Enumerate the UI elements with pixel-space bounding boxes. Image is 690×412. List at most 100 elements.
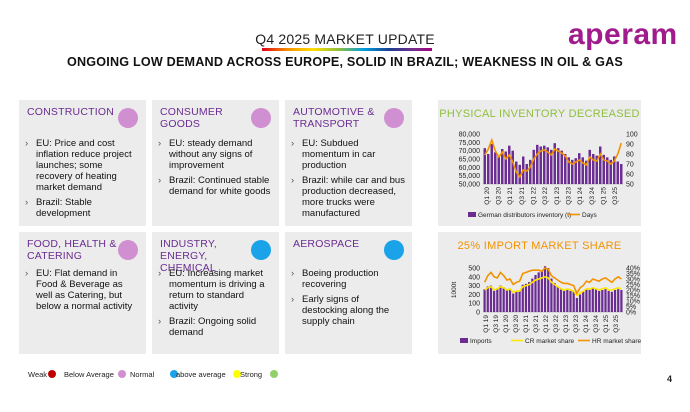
y-tick-label-left: 100 bbox=[468, 301, 480, 308]
series-line bbox=[483, 267, 622, 296]
bar bbox=[604, 289, 607, 312]
bullet-text: EU: Flat demand in Food & Beverage as we… bbox=[36, 268, 133, 312]
y-tick-label-right: 40% bbox=[626, 266, 640, 273]
bar bbox=[575, 297, 578, 312]
y-tick-label-left: 70,000 bbox=[459, 148, 481, 155]
x-tick-label: Q3 20 bbox=[513, 315, 520, 333]
bar bbox=[511, 150, 514, 184]
bar bbox=[501, 149, 504, 184]
bar bbox=[529, 159, 532, 184]
bullet-item: › Boeing production recovering bbox=[291, 268, 379, 290]
bar bbox=[601, 290, 604, 312]
legend-dot bbox=[118, 370, 126, 378]
x-tick-label: Q1 20 bbox=[503, 315, 510, 333]
bar bbox=[585, 160, 588, 184]
status-dot bbox=[384, 108, 404, 128]
bar bbox=[588, 149, 591, 184]
bar bbox=[585, 289, 588, 312]
bar bbox=[553, 143, 556, 184]
x-tick-label: Q1 23 bbox=[554, 187, 561, 205]
bullet-text: Boeing production recovering bbox=[302, 268, 379, 290]
bar bbox=[493, 290, 496, 312]
x-tick-label: Q3 24 bbox=[593, 315, 600, 333]
bullet-text: EU: Price and cost inflation reduce proj… bbox=[36, 138, 132, 193]
bar bbox=[566, 290, 569, 312]
bullet-text: Early signs of destocking along the supp… bbox=[302, 294, 390, 327]
x-tick-label: Q1 19 bbox=[483, 315, 490, 333]
y-tick-label-right: 25% bbox=[626, 282, 640, 289]
x-tick-label: Q1 21 bbox=[507, 187, 514, 205]
bar bbox=[540, 270, 543, 312]
bullet-item: › Brazil: Stable development bbox=[25, 197, 92, 219]
bar bbox=[582, 291, 585, 312]
bar bbox=[578, 153, 581, 184]
bar bbox=[556, 286, 559, 312]
bar bbox=[483, 289, 486, 312]
legend-dot bbox=[233, 370, 241, 378]
bar bbox=[499, 285, 502, 312]
bar bbox=[486, 286, 489, 312]
x-tick-label: Q3 22 bbox=[542, 187, 549, 205]
status-dot bbox=[384, 240, 404, 260]
x-tick-label: Q1 25 bbox=[601, 187, 608, 205]
bullet-item: › Brazil: Ongoing solid demand bbox=[158, 316, 257, 338]
bullet-item: › EU: Flat demand in Food & Beverage as w… bbox=[25, 268, 133, 312]
bar bbox=[572, 291, 575, 312]
bar bbox=[620, 164, 623, 184]
sector-title: INDUSTRY, ENERGY, CHEMICAL bbox=[160, 238, 217, 274]
bar bbox=[550, 278, 553, 312]
y-tick-label-right: 0% bbox=[626, 310, 636, 317]
series-line bbox=[484, 275, 622, 297]
bar bbox=[560, 150, 563, 184]
legend-entry: Days bbox=[582, 212, 598, 219]
bar bbox=[578, 294, 582, 312]
x-tick-label: Q1 21 bbox=[523, 315, 530, 333]
y-axis-label: 1000t bbox=[451, 282, 458, 298]
bar bbox=[518, 290, 521, 312]
status-legend: Weak Below Average Normal above average Stro… bbox=[0, 370, 690, 382]
legend-label: Weak bbox=[28, 370, 48, 379]
bar bbox=[490, 144, 493, 184]
y-tick-label-right: 20% bbox=[626, 288, 640, 295]
x-tick-label: Q1 22 bbox=[531, 187, 538, 205]
bar bbox=[532, 149, 535, 184]
bullet-item: › EU: steady demand without any signs of … bbox=[158, 138, 253, 171]
sector-title: AEROSPACE bbox=[293, 238, 360, 250]
aperam-logo: aperam bbox=[568, 18, 678, 51]
sector-bullets: › EU: Flat demand in Food & Beverage as w… bbox=[25, 268, 140, 316]
sector-bullets: › EU: Subdued momentum in car production … bbox=[291, 138, 406, 223]
bar bbox=[592, 154, 595, 184]
bar bbox=[599, 146, 602, 184]
bar bbox=[497, 155, 500, 184]
legend-entry: Imports bbox=[470, 338, 492, 345]
sector-card-consumer-goods: CONSUMER GOODS › EU: steady demand withou… bbox=[152, 100, 279, 226]
bar bbox=[606, 157, 609, 184]
bar bbox=[524, 283, 528, 312]
bullet-item: › EU: Increasing market momentum is drivi… bbox=[158, 268, 265, 312]
y-tick-label-right: 100 bbox=[626, 132, 638, 139]
bar bbox=[534, 275, 537, 312]
bar bbox=[539, 146, 542, 184]
legend-swatch bbox=[468, 212, 476, 217]
bar bbox=[525, 164, 528, 184]
chart-title: PHYSICAL INVENTORY DECREASED bbox=[439, 108, 640, 120]
bullet-item: › Brazil: while car and bus production de… bbox=[291, 175, 405, 219]
bar bbox=[483, 148, 486, 184]
status-dot bbox=[118, 240, 138, 260]
bar bbox=[588, 290, 591, 312]
sector-bullets: › EU: Price and cost inflation reduce pro… bbox=[25, 138, 140, 223]
legend-dot bbox=[48, 370, 56, 378]
bar bbox=[610, 291, 613, 312]
bar bbox=[571, 159, 574, 184]
bar bbox=[581, 157, 584, 184]
bar bbox=[504, 151, 507, 184]
bar bbox=[557, 148, 560, 184]
bar bbox=[591, 288, 594, 312]
bullet-text: Brazil: Ongoing solid demand bbox=[169, 316, 257, 338]
bar bbox=[528, 282, 531, 312]
legend-dot bbox=[170, 370, 178, 378]
sector-card-industry-energy-chemical: INDUSTRY, ENERGY, CHEMICAL › EU: Increasi… bbox=[152, 232, 279, 354]
bar bbox=[617, 289, 620, 312]
x-tick-label: Q3 25 bbox=[613, 315, 620, 333]
